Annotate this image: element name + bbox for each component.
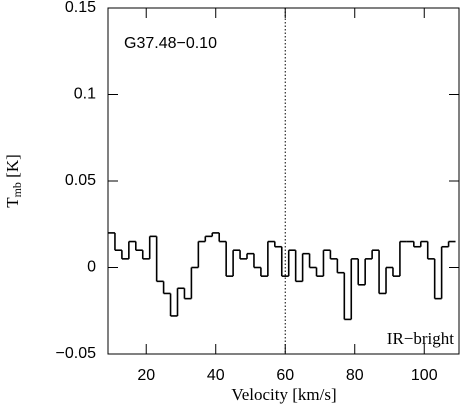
plot-frame <box>107 7 460 355</box>
y-tick-label: 0.15 <box>65 0 96 16</box>
annotation: IR−bright <box>387 329 454 348</box>
step-connectors <box>114 232 450 320</box>
x-tick-label: 80 <box>346 367 364 384</box>
y-label-sub: mb <box>10 182 24 197</box>
x-tick-label: 20 <box>137 367 155 384</box>
chart-title: G37.48−0.10 <box>124 35 217 52</box>
x-tick-label: 100 <box>411 367 438 384</box>
y-tick-label: 0.05 <box>65 172 96 189</box>
x-tick-label: 60 <box>276 367 294 384</box>
y-tick-label: −0.05 <box>56 345 97 362</box>
x-tick-label: 40 <box>207 367 225 384</box>
x-axis-label: Velocity [km/s] <box>231 385 336 404</box>
y-axis-label: Tmb [K] <box>3 154 24 208</box>
y-tick-label: 0.1 <box>74 86 96 103</box>
y-tick-label: 0 <box>87 259 96 276</box>
y-label-part: T <box>3 197 22 208</box>
y-label-part: [K] <box>3 154 22 182</box>
